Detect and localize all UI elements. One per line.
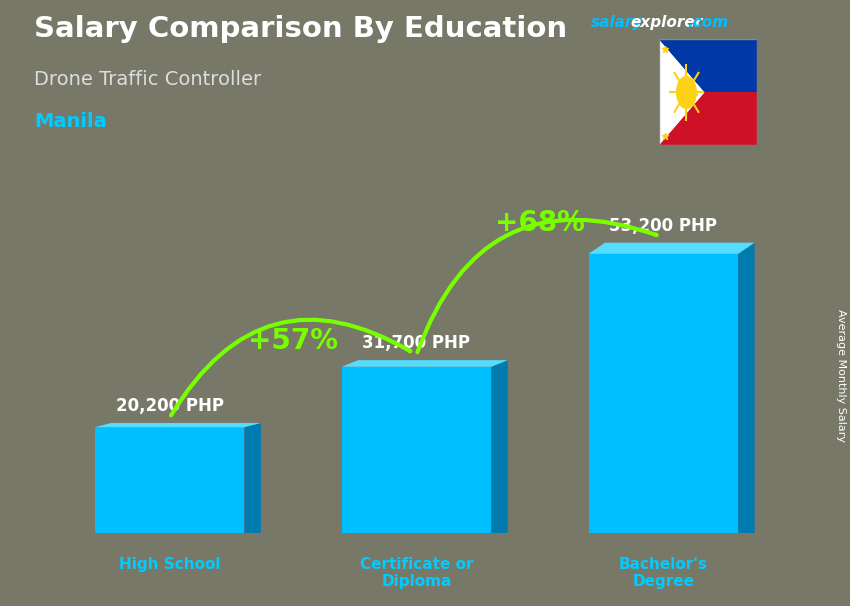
Polygon shape — [342, 360, 507, 367]
Text: +57%: +57% — [248, 327, 338, 355]
Polygon shape — [588, 254, 738, 533]
Polygon shape — [659, 39, 705, 145]
Polygon shape — [588, 242, 755, 254]
Polygon shape — [659, 39, 705, 145]
Text: Manila: Manila — [34, 112, 107, 131]
Polygon shape — [738, 242, 755, 533]
Polygon shape — [342, 367, 491, 533]
Text: Salary Comparison By Education: Salary Comparison By Education — [34, 15, 567, 43]
Text: .com: .com — [687, 15, 728, 30]
Text: 53,200 PHP: 53,200 PHP — [609, 217, 717, 235]
Text: Bachelor's
Degree: Bachelor's Degree — [619, 557, 708, 589]
Text: 20,200 PHP: 20,200 PHP — [116, 397, 224, 415]
Text: +68%: +68% — [495, 209, 585, 237]
Text: salary: salary — [591, 15, 643, 30]
Text: explorer: explorer — [631, 15, 703, 30]
Text: Average Monthly Salary: Average Monthly Salary — [836, 309, 846, 442]
FancyArrowPatch shape — [417, 220, 656, 352]
Polygon shape — [659, 39, 756, 92]
Text: Drone Traffic Controller: Drone Traffic Controller — [34, 70, 261, 88]
Polygon shape — [659, 92, 756, 145]
Polygon shape — [95, 423, 261, 427]
Polygon shape — [95, 427, 245, 533]
Polygon shape — [491, 360, 507, 533]
Text: Certificate or
Diploma: Certificate or Diploma — [360, 557, 473, 589]
FancyArrowPatch shape — [171, 320, 411, 415]
Circle shape — [677, 76, 696, 108]
Text: High School: High School — [119, 557, 220, 572]
Polygon shape — [245, 423, 261, 533]
Text: 31,700 PHP: 31,700 PHP — [362, 335, 471, 352]
